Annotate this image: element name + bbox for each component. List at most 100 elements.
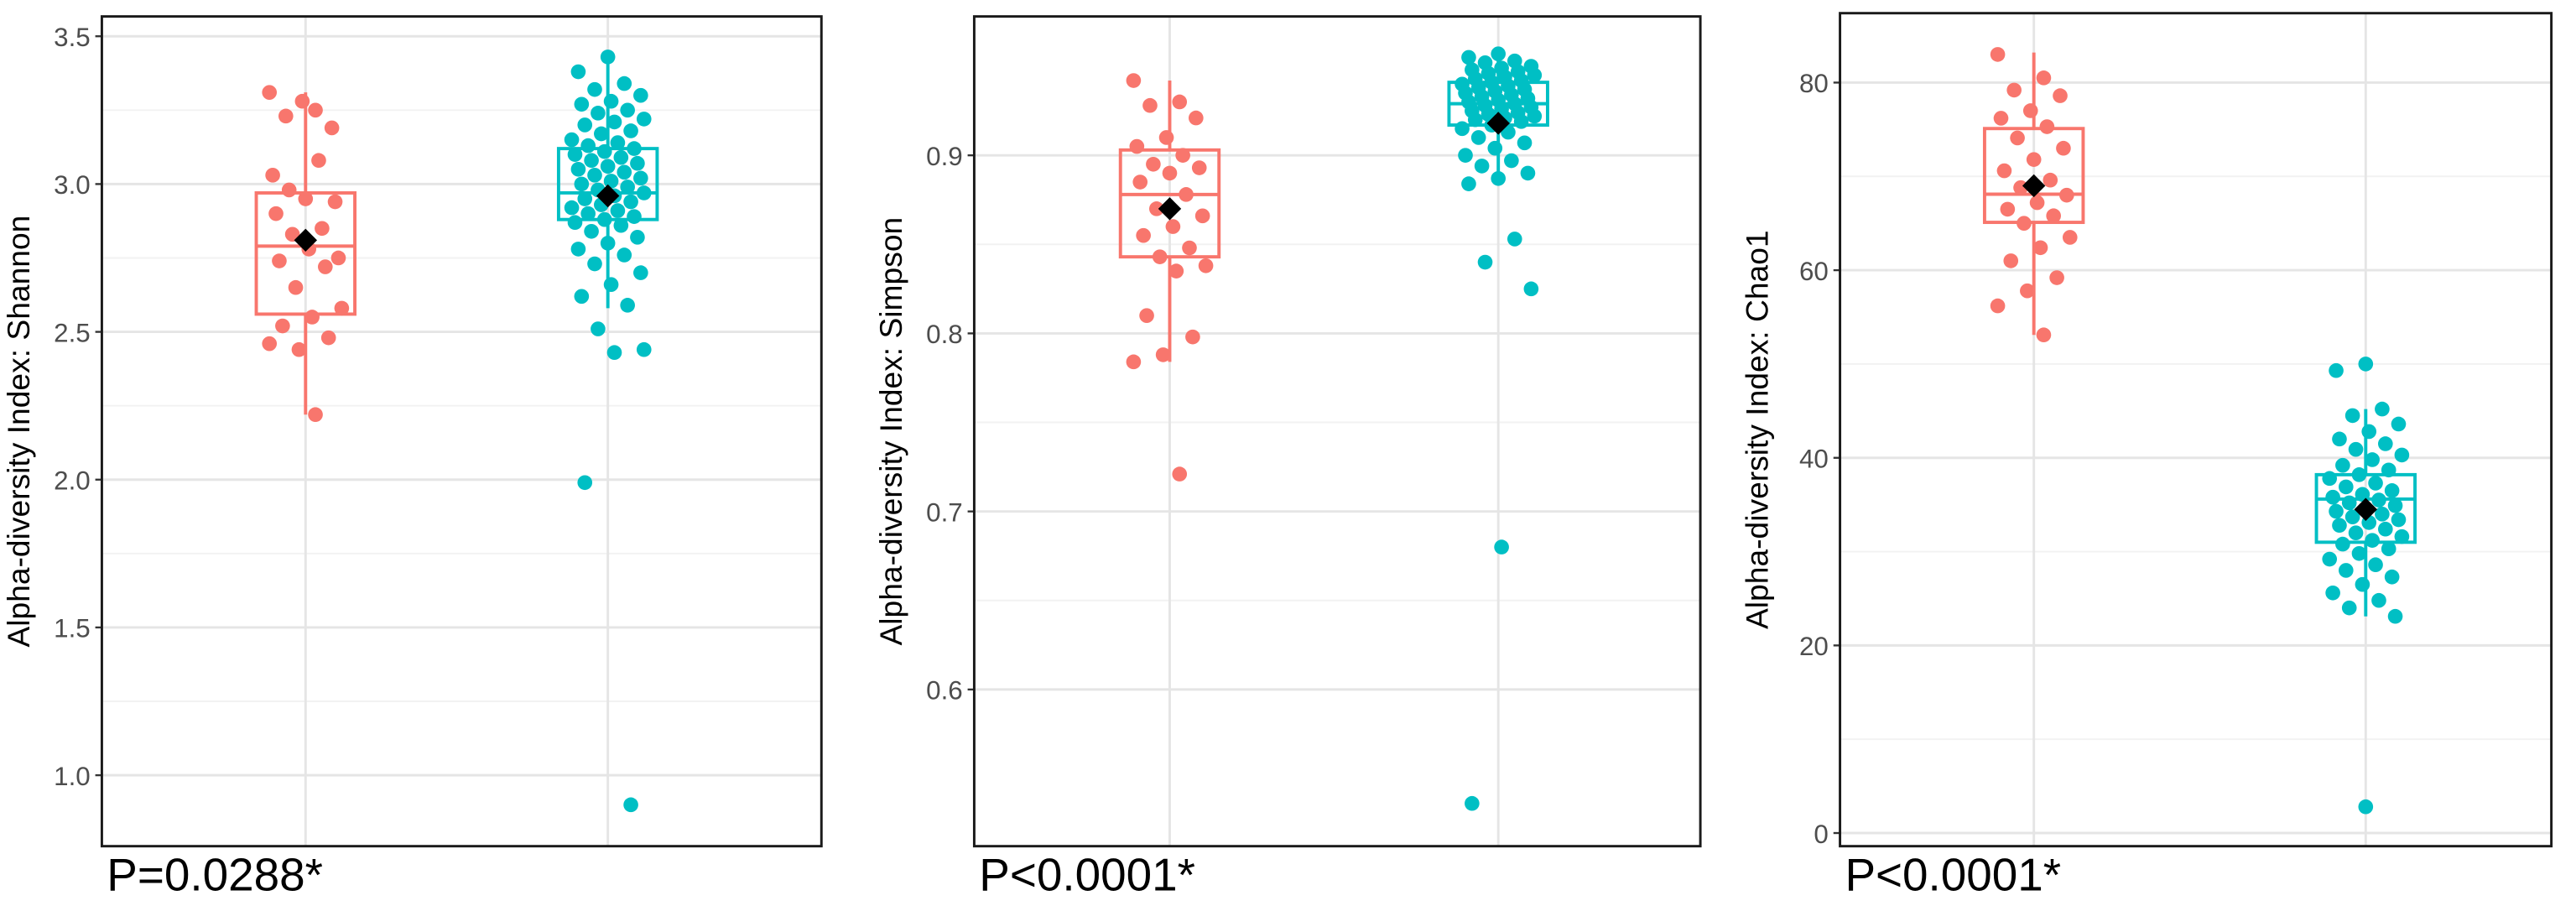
- data-point: [317, 259, 333, 274]
- data-point: [617, 247, 632, 263]
- data-point: [2062, 230, 2078, 245]
- plot-frame: [1839, 12, 2553, 848]
- data-point: [2053, 88, 2068, 103]
- data-point: [2377, 436, 2393, 451]
- data-point: [1990, 47, 2006, 62]
- data-point: [2043, 172, 2058, 188]
- data-point: [2387, 497, 2403, 513]
- data-point: [2322, 551, 2338, 567]
- data-point: [591, 321, 606, 336]
- y-tick-label: 0: [1814, 820, 1828, 849]
- box: [1982, 127, 2085, 225]
- data-point: [1155, 347, 1171, 362]
- data-point: [2368, 557, 2383, 573]
- data-point: [600, 49, 616, 65]
- data-point: [1990, 298, 2006, 314]
- data-point: [1168, 263, 1184, 279]
- data-point: [1461, 49, 1476, 65]
- data-point: [627, 209, 642, 224]
- y-tick-label: 20: [1799, 632, 1829, 661]
- data-point: [584, 223, 599, 239]
- data-point: [2394, 528, 2410, 544]
- data-point: [574, 289, 590, 305]
- data-point: [636, 341, 652, 357]
- data-point: [278, 108, 294, 124]
- data-point: [2358, 357, 2374, 372]
- data-point: [1993, 111, 2009, 126]
- y-tick-label: 1.5: [54, 614, 91, 643]
- data-point: [268, 206, 284, 221]
- mean-marker: [1158, 197, 1182, 221]
- data-point: [2056, 140, 2071, 156]
- data-point: [2381, 462, 2396, 478]
- data-point: [2351, 467, 2367, 482]
- data-point: [2032, 240, 2048, 256]
- data-point: [2325, 585, 2340, 601]
- y-tick-label: 0.8: [926, 320, 963, 349]
- data-point: [1996, 163, 2012, 179]
- y-tick-label: 0.7: [926, 497, 963, 527]
- data-point: [2036, 327, 2052, 343]
- p-value-annotation: P=0.0288*: [107, 849, 323, 901]
- data-point: [2341, 600, 2357, 616]
- data-point: [623, 194, 638, 210]
- plot-frame: [100, 15, 823, 848]
- data-point: [1146, 156, 1161, 172]
- data-point: [2049, 270, 2064, 285]
- data-point: [570, 242, 586, 257]
- data-point: [1504, 153, 1519, 169]
- data-point: [2335, 457, 2350, 473]
- data-point: [2329, 503, 2344, 519]
- data-point: [1152, 249, 1168, 264]
- data-point: [2368, 476, 2383, 491]
- data-point: [2394, 447, 2410, 463]
- data-point: [613, 149, 629, 165]
- data-point: [324, 120, 340, 136]
- data-point: [603, 277, 619, 293]
- data-point: [633, 265, 648, 280]
- data-point: [1474, 159, 1490, 174]
- data-point: [320, 330, 336, 346]
- data-point: [591, 106, 606, 121]
- data-point: [2375, 507, 2390, 522]
- data-point: [2365, 533, 2380, 548]
- data-point: [633, 87, 648, 103]
- data-point: [570, 161, 586, 177]
- data-point: [1491, 170, 1507, 186]
- data-point: [2351, 545, 2367, 561]
- data-point: [281, 182, 297, 198]
- data-point: [1517, 135, 1533, 151]
- data-point: [610, 135, 626, 150]
- data-point: [1189, 110, 1204, 126]
- data-point: [311, 153, 326, 169]
- data-point: [587, 168, 602, 183]
- data-point: [596, 143, 612, 159]
- data-point: [623, 123, 638, 138]
- data-point: [2022, 103, 2038, 118]
- data-point: [577, 117, 593, 133]
- data-point: [1158, 130, 1174, 145]
- p-value-annotation: P<0.0001*: [979, 849, 1195, 901]
- data-point: [564, 200, 580, 216]
- data-point: [1142, 97, 1158, 113]
- data-point: [620, 180, 635, 195]
- data-point: [1126, 73, 1142, 88]
- data-point: [2355, 576, 2370, 592]
- y-tick-label: 80: [1799, 69, 1829, 98]
- data-point: [570, 64, 586, 80]
- y-axis-label: Alpha-diversity Index: Chao1: [1739, 230, 1774, 629]
- data-point: [315, 221, 330, 237]
- data-point: [603, 93, 619, 109]
- data-point: [294, 93, 310, 109]
- y-tick-label: 40: [1799, 444, 1829, 473]
- plot-background: [101, 16, 822, 846]
- data-point: [308, 407, 323, 423]
- y-tick-label: 3.5: [54, 23, 91, 52]
- data-point: [2322, 471, 2338, 487]
- data-point: [1132, 174, 1148, 190]
- data-point: [2375, 401, 2390, 417]
- data-point: [617, 76, 632, 91]
- y-tick-label: 60: [1799, 257, 1829, 286]
- data-point: [2036, 70, 2052, 86]
- data-point: [2344, 408, 2360, 424]
